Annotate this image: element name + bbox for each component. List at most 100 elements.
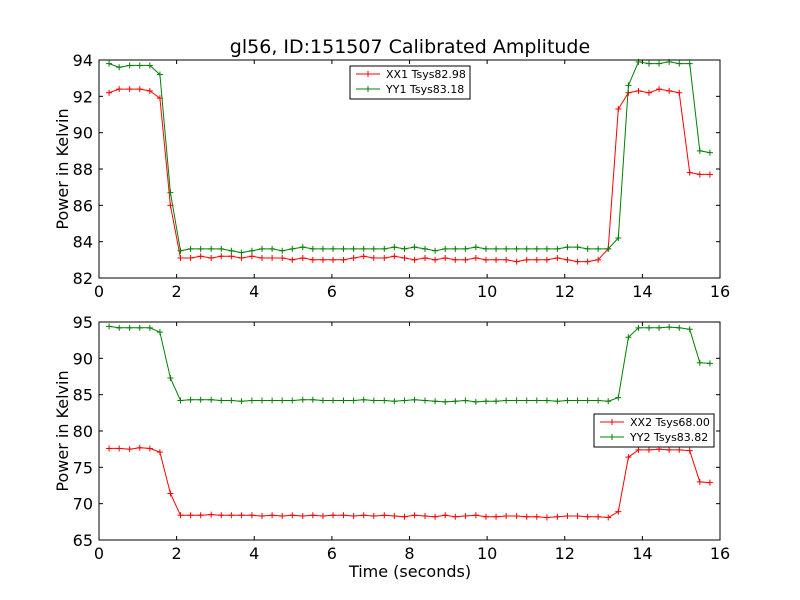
data-point bbox=[106, 60, 113, 67]
legend-entry-yy1: YY1 Tsys83.18 bbox=[356, 83, 464, 96]
data-point bbox=[401, 255, 408, 262]
axis-ticks: 0 2 4 6 8 10 12 14 16 82 84 86 88 90 92 94 bbox=[73, 51, 731, 301]
data-point bbox=[625, 454, 632, 461]
data-point bbox=[238, 398, 245, 405]
data-point bbox=[330, 256, 337, 263]
data-point bbox=[177, 397, 184, 404]
data-point bbox=[411, 256, 418, 263]
data-point bbox=[401, 245, 408, 252]
data-point bbox=[452, 256, 459, 263]
data-point bbox=[197, 396, 204, 403]
data-point bbox=[666, 87, 673, 94]
data-point bbox=[411, 396, 418, 403]
data-point bbox=[472, 255, 479, 262]
data-point bbox=[218, 245, 225, 252]
data-point bbox=[289, 245, 296, 252]
data-point bbox=[269, 245, 276, 252]
data-point bbox=[432, 256, 439, 263]
data-point bbox=[574, 258, 581, 265]
data-point bbox=[136, 86, 143, 93]
data-point bbox=[696, 171, 703, 178]
data-point bbox=[666, 324, 673, 331]
data-point bbox=[208, 255, 215, 262]
y-tick-label: 80 bbox=[73, 422, 93, 441]
data-point bbox=[533, 513, 540, 520]
data-point bbox=[136, 324, 143, 331]
data-point bbox=[645, 89, 652, 96]
legend-box bbox=[593, 413, 715, 448]
data-point bbox=[177, 255, 184, 262]
data-point bbox=[605, 245, 612, 252]
legend: XX1 Tsys82.98 YY1 Tsys83.18 bbox=[349, 65, 471, 100]
data-point bbox=[554, 255, 561, 262]
y-tick-label: 94 bbox=[73, 51, 93, 70]
data-point bbox=[422, 513, 429, 520]
data-point bbox=[299, 244, 306, 251]
data-point bbox=[696, 478, 703, 485]
x-tick-label: 4 bbox=[249, 282, 259, 301]
data-point bbox=[208, 245, 215, 252]
data-point bbox=[493, 256, 500, 263]
data-point bbox=[391, 398, 398, 405]
data-point bbox=[319, 245, 326, 252]
data-point bbox=[330, 245, 337, 252]
x-tick-label: 14 bbox=[632, 544, 652, 563]
data-point bbox=[228, 253, 235, 260]
data-point bbox=[523, 256, 530, 263]
x-tick-label: 12 bbox=[555, 544, 575, 563]
legend-label: XX1 Tsys82.98 bbox=[386, 68, 466, 81]
data-point bbox=[401, 397, 408, 404]
data-point bbox=[564, 397, 571, 404]
data-point bbox=[208, 396, 215, 403]
data-point bbox=[574, 244, 581, 251]
data-point bbox=[340, 512, 347, 519]
x-tick-label: 0 bbox=[94, 544, 104, 563]
data-point bbox=[482, 245, 489, 252]
data-point bbox=[584, 397, 591, 404]
data-point bbox=[543, 256, 550, 263]
data-point bbox=[706, 149, 713, 156]
y-tick-label: 65 bbox=[73, 531, 93, 550]
data-point bbox=[635, 87, 642, 94]
data-point bbox=[645, 324, 652, 331]
data-point bbox=[319, 513, 326, 520]
data-point bbox=[564, 244, 571, 251]
x-tick-label: 8 bbox=[404, 544, 414, 563]
data-point bbox=[136, 444, 143, 451]
data-point bbox=[248, 512, 255, 519]
data-point bbox=[248, 247, 255, 254]
y-axis-label: Power in Kelvin bbox=[53, 108, 72, 229]
data-point bbox=[462, 256, 469, 263]
data-point bbox=[279, 513, 286, 520]
data-point bbox=[238, 255, 245, 262]
data-point bbox=[259, 513, 266, 520]
data-point bbox=[187, 396, 194, 403]
data-point bbox=[340, 397, 347, 404]
data-point bbox=[523, 245, 530, 252]
bottom-chart: Power in Kelvin Time (seconds) 0 2 4 6 8 10 12… bbox=[53, 313, 730, 581]
data-point bbox=[279, 247, 286, 254]
data-point bbox=[645, 60, 652, 67]
legend-entry-yy2: YY2 Tsys83.82 bbox=[600, 431, 708, 444]
data-point bbox=[269, 512, 276, 519]
legend-label: YY2 Tsys83.82 bbox=[629, 431, 708, 444]
data-point bbox=[370, 397, 377, 404]
data-point bbox=[513, 245, 520, 252]
data-point bbox=[411, 512, 418, 519]
data-point bbox=[106, 445, 113, 452]
data-point bbox=[381, 397, 388, 404]
data-point bbox=[676, 446, 683, 453]
data-point bbox=[686, 169, 693, 176]
data-point bbox=[676, 324, 683, 331]
data-point bbox=[493, 513, 500, 520]
data-point bbox=[197, 512, 204, 519]
data-point bbox=[340, 256, 347, 263]
data-point bbox=[350, 245, 357, 252]
data-point bbox=[554, 513, 561, 520]
data-point bbox=[116, 324, 123, 331]
data-point bbox=[146, 87, 153, 94]
data-point bbox=[493, 398, 500, 405]
data-point bbox=[208, 511, 215, 518]
y-axis-label: Power in Kelvin bbox=[53, 370, 72, 491]
